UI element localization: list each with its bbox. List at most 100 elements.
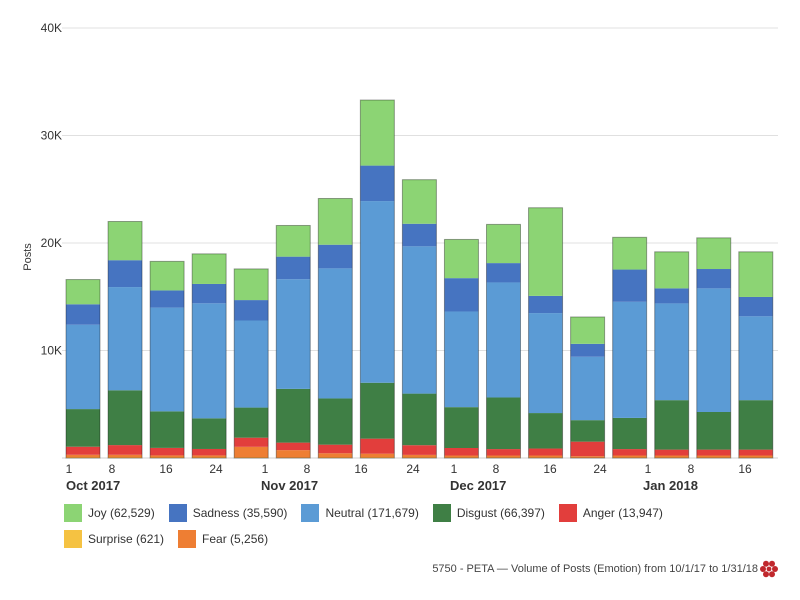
stacked-bar-chart: 10K 20K 30K 40K 1 8 16 24 1 8 16 24 1 8 16 24 1 8 16 Oct 2… — [22, 21, 778, 493]
bar-outline — [486, 223, 521, 459]
bar-segment — [66, 304, 100, 325]
x-tick-label: 24 — [209, 462, 223, 476]
bar-segment — [696, 288, 731, 412]
bar-segment — [444, 239, 479, 279]
x-tick-label: 24 — [406, 462, 420, 476]
logo-petal — [763, 560, 769, 567]
legend-item[interactable]: Fear (5,256) — [178, 526, 268, 552]
logo-petal — [760, 566, 766, 572]
month-label: Oct 2017 — [66, 478, 120, 493]
bar-segment — [150, 455, 185, 458]
legend-label: Anger (13,947) — [582, 506, 663, 520]
bar-segment — [318, 198, 353, 245]
bar-segment — [738, 455, 773, 458]
legend-item[interactable]: Surprise (621) — [64, 526, 164, 552]
bar-segment — [528, 207, 563, 296]
bar-segment — [276, 279, 311, 389]
bar-outline — [317, 197, 353, 459]
bar-segment — [108, 260, 143, 288]
legend-item[interactable]: Disgust (66,397) — [432, 500, 545, 526]
bar-segment — [150, 261, 185, 291]
legend-swatch — [178, 530, 197, 548]
month-label: Nov 2017 — [261, 478, 318, 493]
y-tick-label: 10K — [41, 344, 62, 358]
bar-segment — [612, 269, 647, 302]
y-tick-label: 40K — [41, 21, 62, 35]
bar-segment — [150, 290, 185, 308]
legend-label: Disgust (66,397) — [456, 506, 545, 520]
logo-petal — [772, 566, 778, 572]
legend-swatch — [64, 504, 82, 522]
logo-petal — [763, 571, 769, 578]
month-label: Dec 2017 — [450, 478, 506, 493]
bar-segment — [654, 400, 689, 450]
bar-segment — [108, 287, 143, 391]
bar-segment — [150, 447, 185, 456]
bar-segment — [570, 316, 605, 344]
bar-segment — [318, 453, 353, 458]
bar-segment — [360, 457, 395, 458]
legend-swatch — [168, 504, 187, 522]
x-tick-label: 8 — [688, 462, 695, 476]
bar-segment — [276, 450, 311, 458]
bar-segment — [402, 223, 437, 247]
bar-outline — [654, 251, 690, 459]
bar-segment — [738, 400, 773, 450]
bar-segment — [570, 441, 605, 457]
bar-segment — [150, 411, 185, 448]
x-tick-label: 1 — [66, 462, 73, 476]
bar-segment — [738, 251, 773, 297]
bar-segment — [66, 279, 100, 305]
legend-label: Fear (5,256) — [202, 532, 269, 546]
bar-segment — [360, 453, 395, 458]
x-tick-label: 1 — [451, 462, 458, 476]
bar-segment — [486, 224, 521, 264]
bar-segment — [66, 457, 100, 458]
bar-segment — [738, 296, 773, 317]
bar-segment — [528, 448, 563, 456]
bar-segment — [192, 455, 227, 458]
legend-item[interactable]: Neutral (171,679) — [301, 500, 419, 526]
bar-segment — [108, 454, 143, 458]
logo-petal — [769, 571, 775, 578]
bar-segment — [444, 278, 479, 312]
bar-segment — [402, 246, 437, 394]
bar-segment — [66, 409, 100, 447]
bar-segment — [234, 300, 269, 321]
legend-item[interactable]: Joy (62,529) — [64, 500, 155, 526]
bar-segment — [444, 407, 479, 449]
bar-segment — [570, 356, 605, 421]
bar-segment — [738, 316, 773, 401]
legend-label: Joy (62,529) — [88, 506, 155, 520]
bar-outline — [233, 268, 269, 459]
x-tick-label: 8 — [304, 462, 311, 476]
x-tick-label: 8 — [493, 462, 500, 476]
legend-item[interactable]: Sadness (35,590) — [168, 500, 288, 526]
x-tick-label: 8 — [109, 462, 116, 476]
legend-item[interactable]: Anger (13,947) — [558, 500, 663, 526]
bar-segment — [612, 455, 647, 458]
bar-segment — [108, 445, 143, 455]
bar-segment — [318, 244, 353, 269]
bar-segment — [318, 398, 353, 445]
x-tick-label: 1 — [262, 462, 269, 476]
bar-segment — [570, 456, 605, 458]
bar-segment — [486, 263, 521, 283]
bar-segment — [486, 449, 521, 456]
bar-segment — [654, 288, 689, 304]
bar-segment — [108, 457, 143, 458]
legend-swatch — [301, 504, 320, 522]
bar-segment — [444, 448, 479, 456]
bar-segment — [654, 455, 689, 458]
bar-segment — [654, 251, 689, 289]
bar-segment — [444, 455, 479, 458]
bar-segment — [318, 444, 353, 454]
bar-outline — [65, 279, 101, 459]
bar-segment — [276, 256, 311, 280]
bar-segment — [276, 225, 311, 257]
bar-segment — [528, 413, 563, 449]
bar-segment — [150, 307, 185, 412]
bar-outline — [528, 207, 564, 459]
legend-label: Sadness (35,590) — [192, 506, 288, 520]
bar-segment — [360, 438, 395, 454]
